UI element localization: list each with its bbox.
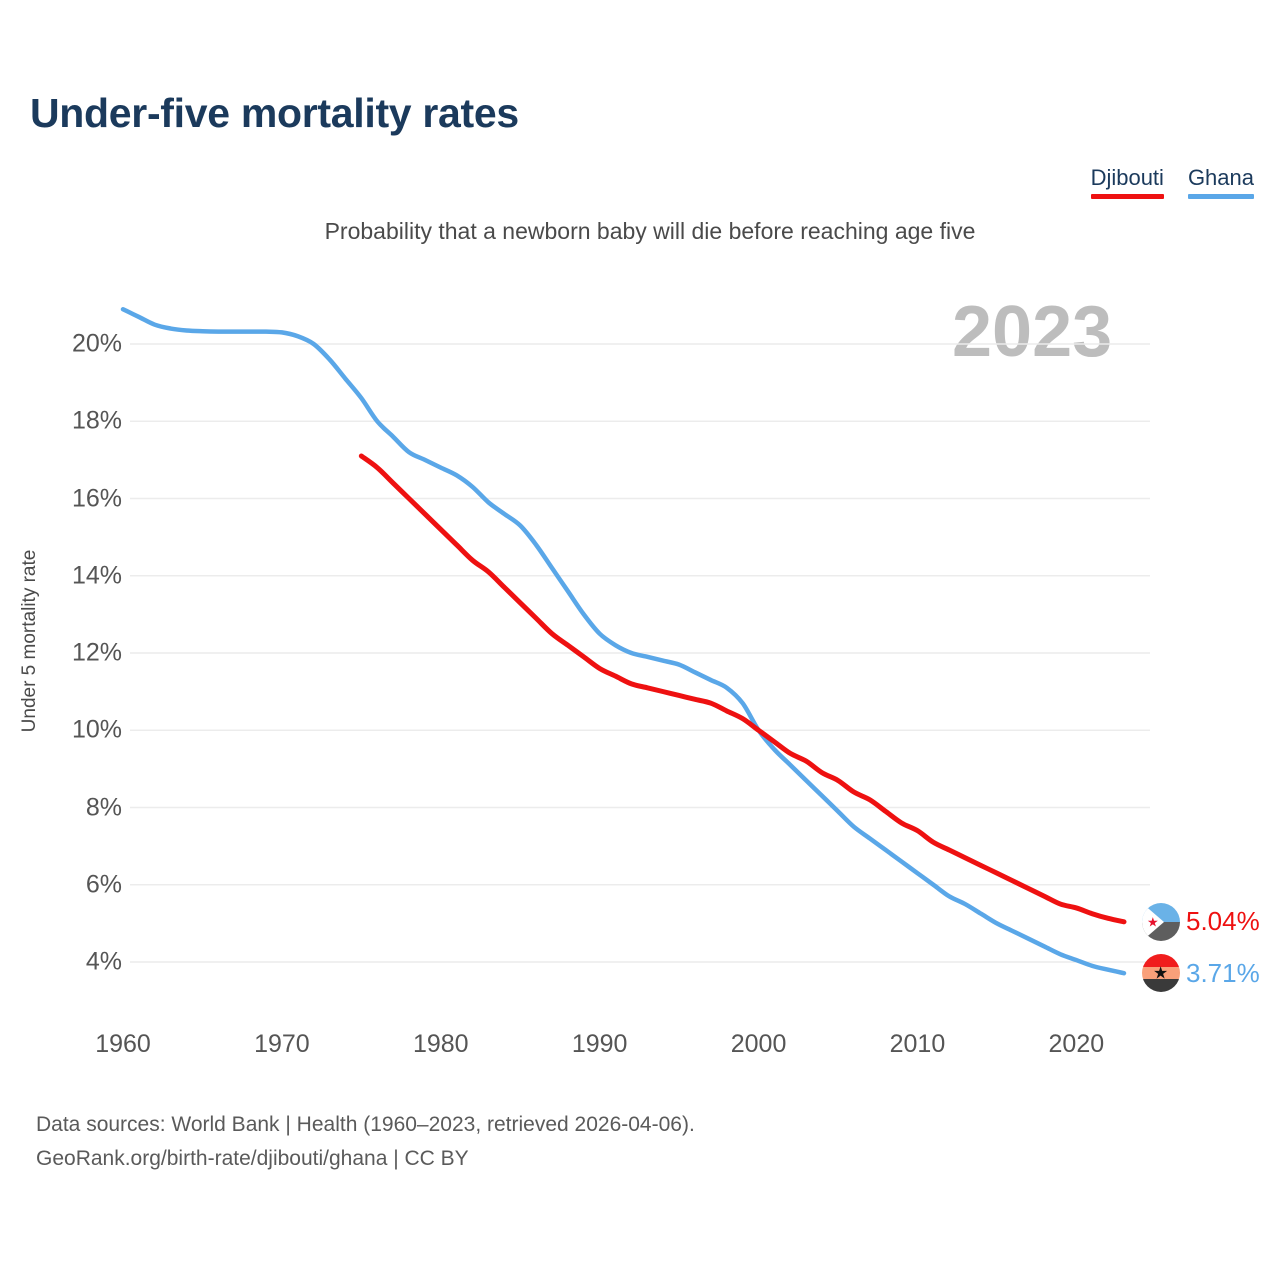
x-tick-label: 2000 [730,1030,787,1058]
y-tick-label: 6% [85,870,122,899]
star-icon: ★ [1153,963,1169,983]
x-tick-label: 2010 [889,1030,946,1058]
watermark-year: 2023 [952,292,1113,372]
legend-swatch-ghana [1187,194,1254,199]
djibouti-flag-icon: ★ [1142,902,1180,941]
y-tick-label: 12% [71,638,122,667]
footer: Data sources: World Bank | Health (1960–… [36,1108,695,1176]
y-tick-label: 16% [71,484,122,512]
legend-swatch-djibouti [1090,194,1164,199]
footer-line-2: GeoRank.org/birth-rate/djibouti/ghana | … [36,1147,469,1170]
x-tick-label: 1960 [95,1030,151,1058]
star-icon: ★ [1147,914,1159,930]
legend-label-ghana: Ghana [1187,165,1254,190]
x-tick-label: 1990 [571,1030,628,1058]
series-line-ghana [120,306,1127,976]
series-line-djibouti [358,453,1127,925]
legend: Djibouti Ghana [1090,165,1254,199]
legend-item-djibouti[interactable]: Djibouti [1090,165,1164,199]
y-tick-label: 20% [71,329,122,358]
chart-subtitle: Probability that a newborn baby will die… [324,218,976,244]
endpoint-djibouti[interactable]: ★ 5.04% [1142,902,1260,941]
footer-line-1: Data sources: World Bank | Health (1960–… [36,1113,695,1136]
y-tick-label: 4% [85,947,122,976]
endpoint-value-ghana: 3.71% [1186,957,1260,988]
x-tick-label: 1980 [412,1030,469,1058]
y-tick-label: 10% [71,715,122,744]
y-tick-label: 18% [71,406,122,435]
page-title: Under-five mortality rates [30,90,519,136]
legend-item-ghana[interactable]: Ghana [1187,165,1254,199]
x-tick-label: 2020 [1048,1030,1105,1058]
legend-label-djibouti: Djibouti [1090,165,1164,190]
endpoint-ghana[interactable]: ★ 3.71% [1142,954,1260,993]
endpoint-value-djibouti: 5.04% [1186,906,1260,937]
ghana-flag-icon: ★ [1142,954,1180,993]
y-tick-label: 14% [71,561,122,590]
x-tick-label: 1970 [254,1030,310,1058]
y-tick-label: 8% [85,793,122,821]
